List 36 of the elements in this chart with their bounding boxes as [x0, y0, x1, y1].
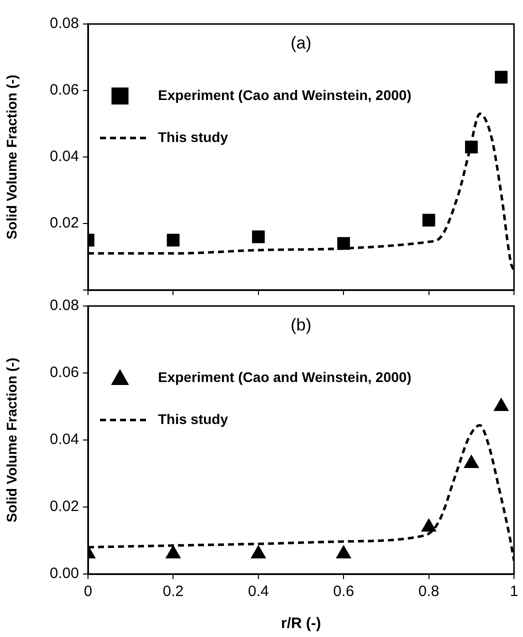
legend-label: Experiment (Cao and Weinstein, 2000) — [158, 368, 412, 385]
point — [493, 398, 510, 411]
point — [494, 70, 508, 84]
y-tick-label: 0.04 — [50, 148, 79, 166]
point — [465, 140, 478, 154]
y-tick-label: 0.08 — [50, 15, 79, 32]
point — [421, 518, 437, 532]
text: (b) — [290, 316, 312, 335]
x-tick-label: 1 — [510, 583, 518, 600]
y-axis-title: Solid Volume Fraction (-) — [3, 74, 20, 240]
point — [252, 230, 265, 244]
x-tick-label: 0.2 — [162, 583, 184, 600]
y-tick-label: 0.06 — [50, 364, 79, 382]
x-axis-title: r/R (-) — [281, 615, 321, 632]
legend-label: This study — [158, 128, 228, 145]
y-tick-label: 0.04 — [50, 431, 79, 448]
point — [464, 454, 480, 468]
y-tick-label: 0.02 — [50, 214, 79, 232]
point — [165, 544, 181, 558]
x-tick-label: 0 — [84, 583, 92, 600]
legend-label: This study — [158, 410, 228, 427]
point — [336, 544, 352, 558]
x-tick-label: 0.6 — [333, 583, 354, 600]
legend-label: Experiment (Cao and Weinstein, 2000) — [158, 86, 412, 103]
point — [422, 214, 436, 227]
y-tick-label: 0.06 — [50, 82, 79, 99]
y-tick-label: 0.02 — [50, 498, 79, 516]
text: (a) — [290, 34, 312, 53]
y-tick-label: 0.08 — [50, 297, 79, 314]
x-tick-label: 0.4 — [248, 583, 269, 600]
point — [337, 237, 350, 250]
y-axis-title: Solid Volume Fraction (-) — [3, 358, 20, 522]
point — [166, 234, 180, 246]
x-tick-label: 0.8 — [418, 583, 440, 600]
y-tick-label: 0.00 — [50, 565, 79, 582]
point — [250, 544, 266, 558]
